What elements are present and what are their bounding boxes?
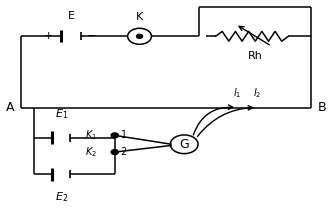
Text: A: A (5, 101, 14, 114)
Circle shape (136, 34, 142, 38)
Text: $l_2$: $l_2$ (253, 86, 261, 100)
Text: G: G (179, 138, 189, 151)
Text: $E_2$: $E_2$ (55, 190, 68, 204)
Text: 1: 1 (121, 130, 127, 140)
Text: K: K (136, 12, 143, 22)
Circle shape (111, 150, 119, 155)
Text: 2: 2 (121, 147, 127, 157)
Text: Rh: Rh (248, 51, 263, 61)
Text: $K_2$: $K_2$ (85, 145, 97, 159)
Text: $K_1$: $K_1$ (85, 129, 97, 142)
Text: $l_1$: $l_1$ (233, 86, 241, 100)
Circle shape (111, 133, 119, 138)
Text: $E_1$: $E_1$ (55, 107, 68, 121)
Text: B: B (318, 101, 327, 114)
Text: E: E (68, 11, 75, 21)
Text: +: + (44, 31, 53, 41)
Text: −: − (87, 31, 96, 41)
